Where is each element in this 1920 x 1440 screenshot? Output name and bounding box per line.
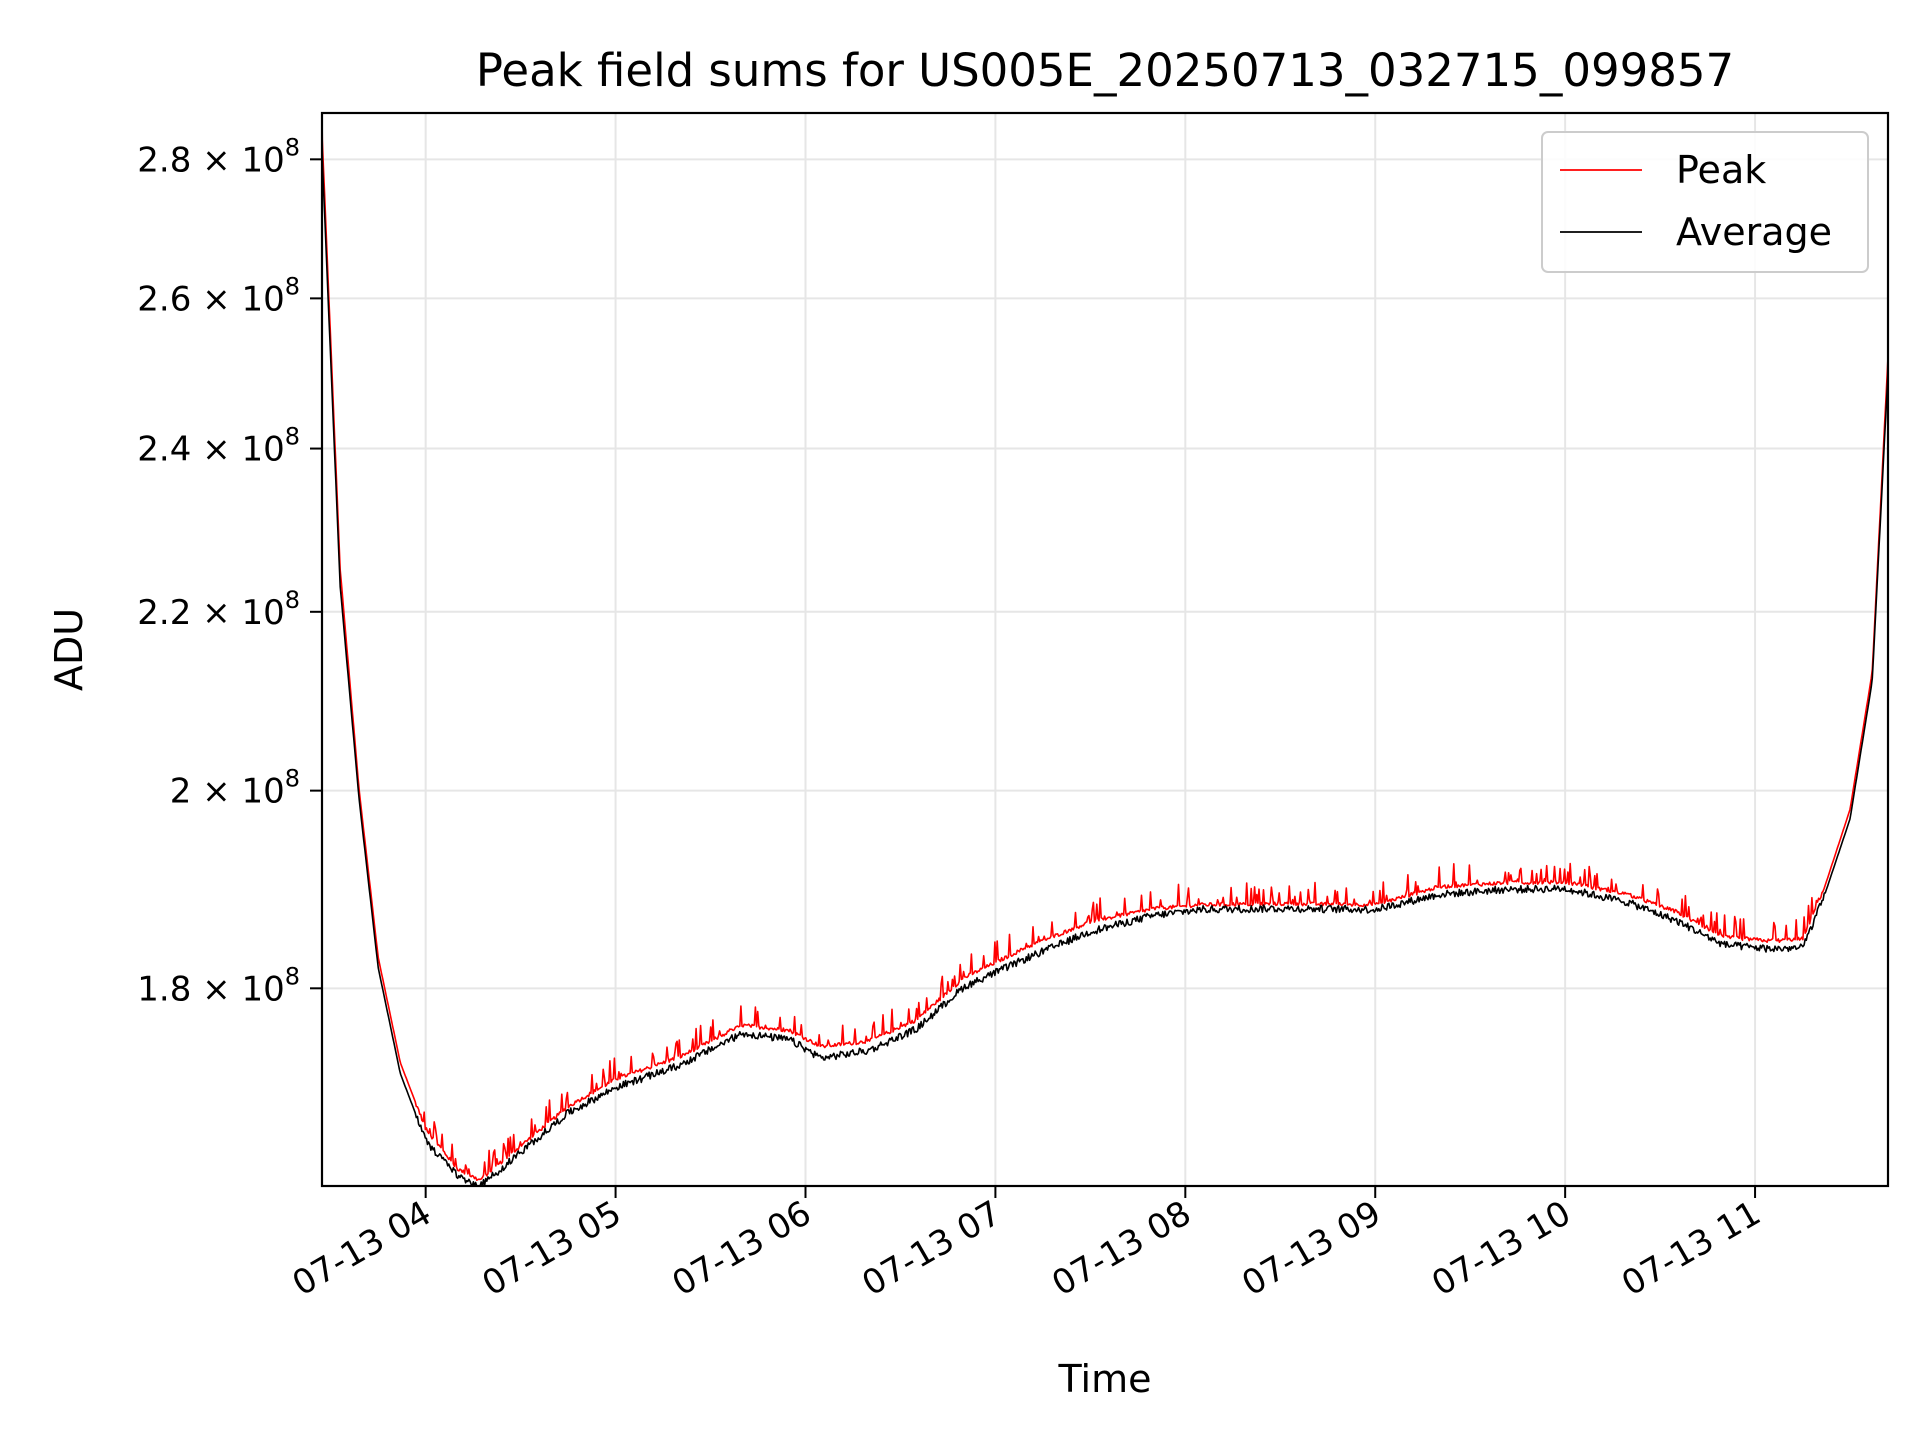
- series-line-peak: [321, 112, 1889, 1181]
- y-tick-label: 2.4 × 108: [137, 423, 300, 470]
- series-line-average: [321, 132, 1889, 1187]
- chart-title: Peak field sums for US005E_20250713_0327…: [476, 44, 1734, 97]
- y-tick-label: 2 × 108: [170, 765, 300, 812]
- legend-label: Average: [1676, 210, 1832, 254]
- y-axis-ticks: 1.8 × 108 2 × 108 2.2 × 108 2.4 × 108 2.6 × …: [137, 133, 322, 1009]
- y-tick-label: 1.8 × 108: [137, 962, 300, 1009]
- y-tick-label: 2.2 × 108: [137, 586, 300, 633]
- x-axis-label: Time: [1058, 1357, 1152, 1401]
- y-tick-label: 2.6 × 108: [137, 272, 300, 319]
- legend-box: [1541, 131, 1869, 273]
- legend-label: Peak: [1676, 148, 1766, 192]
- legend: Peak Average: [1541, 131, 1869, 273]
- gridlines: [322, 113, 1888, 1186]
- y-tick-label: 2.8 × 108: [137, 133, 300, 180]
- plot-series: [321, 112, 1889, 1187]
- plot-frame: [320, 111, 1890, 1188]
- y-axis-label: ADU: [47, 608, 91, 691]
